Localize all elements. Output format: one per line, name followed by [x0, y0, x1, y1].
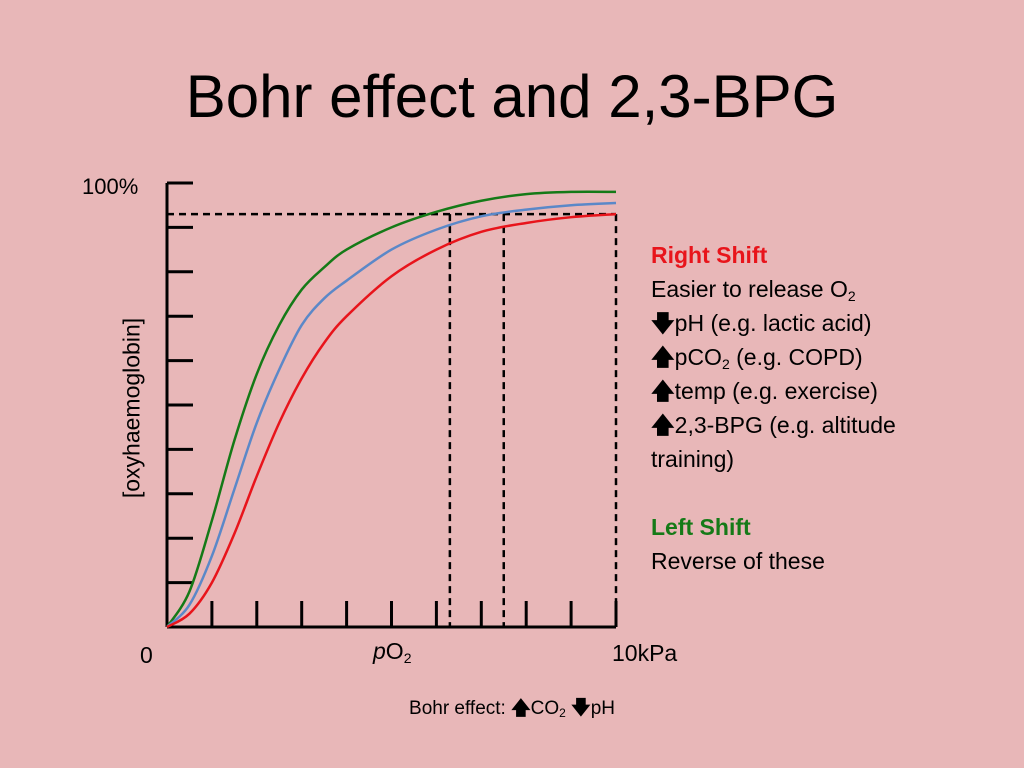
right-shift-line-3-post: (e.g. COPD) [729, 344, 863, 370]
caption-prefix: Bohr effect: [409, 698, 512, 719]
x-axis-label-italic: p [373, 638, 386, 664]
down-arrow-icon: 🡇 [571, 698, 591, 719]
right-shift-line-4-text: temp (e.g. exercise) [674, 378, 878, 404]
caption-co-sub: 2 [559, 706, 566, 720]
shift-notes: Right Shift Easier to release O2 🡇pH (e.… [651, 238, 981, 578]
down-arrow-icon: 🡇 [651, 310, 675, 336]
page-title: Bohr effect and 2,3-BPG [185, 63, 839, 130]
right-shift-line-3: 🡅pCO2 (e.g. COPD) [651, 340, 981, 374]
caption-co: CO [530, 698, 560, 719]
y-max-label: 100% [82, 174, 139, 199]
x-max-label: 10kPa [612, 640, 678, 666]
legend-spacer [651, 476, 981, 510]
x-axis-label-main: O [385, 638, 404, 664]
up-arrow-icon: 🡅 [651, 378, 675, 404]
up-arrow-icon: 🡅 [651, 344, 675, 370]
right-shift-line-3-pre: pCO [674, 344, 722, 370]
right-shift-line-2-text: pH (e.g. lactic acid) [674, 310, 872, 336]
right-shift-line-1-sub: 2 [847, 288, 856, 304]
up-arrow-icon: 🡅 [511, 698, 531, 719]
left-shift-header: Left Shift [651, 514, 751, 540]
caption-ph: pH [590, 698, 615, 719]
dissociation-curve-2 [166, 201, 617, 628]
y-axis-label: [oxyhaemoglobin] [118, 317, 145, 499]
right-shift-line-1: Easier to release O2 [651, 272, 981, 306]
reference-lines [167, 212, 618, 627]
x-axis-label-sub: 2 [403, 650, 412, 666]
x-origin-label: 0 [140, 642, 153, 668]
right-shift-line-5: 🡅2,3-BPG (e.g. altitude [651, 408, 981, 442]
x-axis-label: pO2 [373, 638, 411, 666]
chart-curves [165, 190, 617, 629]
dissociation-curve-3 [166, 212, 617, 629]
dissociation-curve-1 [165, 190, 617, 628]
up-arrow-icon: 🡅 [651, 412, 675, 438]
right-shift-line-2: 🡇pH (e.g. lactic acid) [651, 306, 981, 340]
bohr-caption: Bohr effect: 🡅CO2 🡇pH [0, 694, 1024, 726]
right-shift-line-6: training) [651, 446, 735, 472]
left-shift-line-1: Reverse of these [651, 548, 825, 574]
right-shift-line-4: 🡅temp (e.g. exercise) [651, 374, 981, 408]
right-shift-line-1-text: Easier to release O [651, 276, 848, 302]
right-shift-header: Right Shift [651, 242, 768, 268]
right-shift-line-5-text: 2,3-BPG (e.g. altitude [674, 412, 896, 438]
right-shift-line-3-sub: 2 [721, 356, 730, 372]
